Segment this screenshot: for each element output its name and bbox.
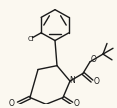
Text: N: N [69, 76, 75, 85]
Text: O: O [94, 77, 100, 86]
Text: Cl: Cl [28, 36, 35, 42]
Text: O: O [91, 55, 97, 64]
Text: O: O [9, 99, 15, 108]
Text: O: O [74, 99, 80, 108]
